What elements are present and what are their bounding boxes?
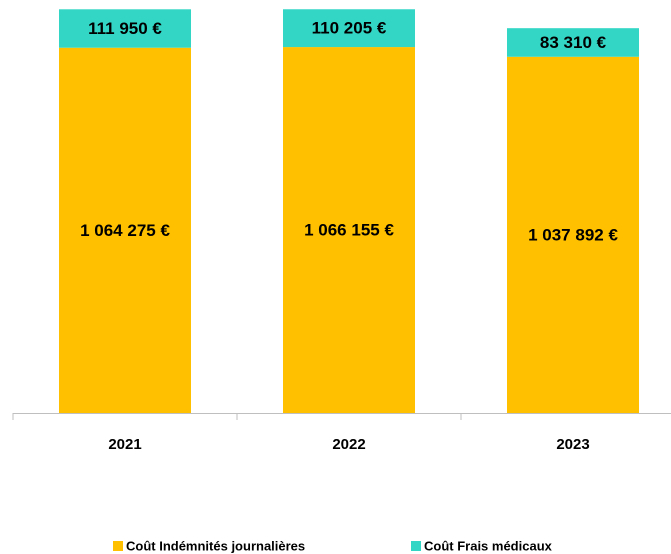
legend-label: Coût Frais médicaux <box>424 538 553 553</box>
legend-swatch <box>113 541 123 551</box>
bar-segment <box>507 28 639 57</box>
x-tick-label: 2021 <box>108 436 141 453</box>
bar-segment <box>59 9 191 48</box>
data-label: 1 066 155 € <box>304 221 394 240</box>
bar-segment <box>59 47 191 413</box>
x-tick-label: 2023 <box>556 436 589 453</box>
bar-segment <box>283 47 415 414</box>
bar-segment <box>507 56 639 414</box>
legend-label: Coût Indémnités journalières <box>126 538 305 553</box>
data-label: 110 205 € <box>312 19 387 38</box>
data-label: 111 950 € <box>88 19 162 38</box>
data-label: 1 037 892 € <box>528 225 618 244</box>
bar-segment <box>283 9 415 48</box>
data-label: 1 064 275 € <box>80 221 170 240</box>
x-tick-label: 2022 <box>332 436 365 453</box>
data-label: 83 310 € <box>540 33 607 52</box>
legend-swatch <box>411 541 421 551</box>
